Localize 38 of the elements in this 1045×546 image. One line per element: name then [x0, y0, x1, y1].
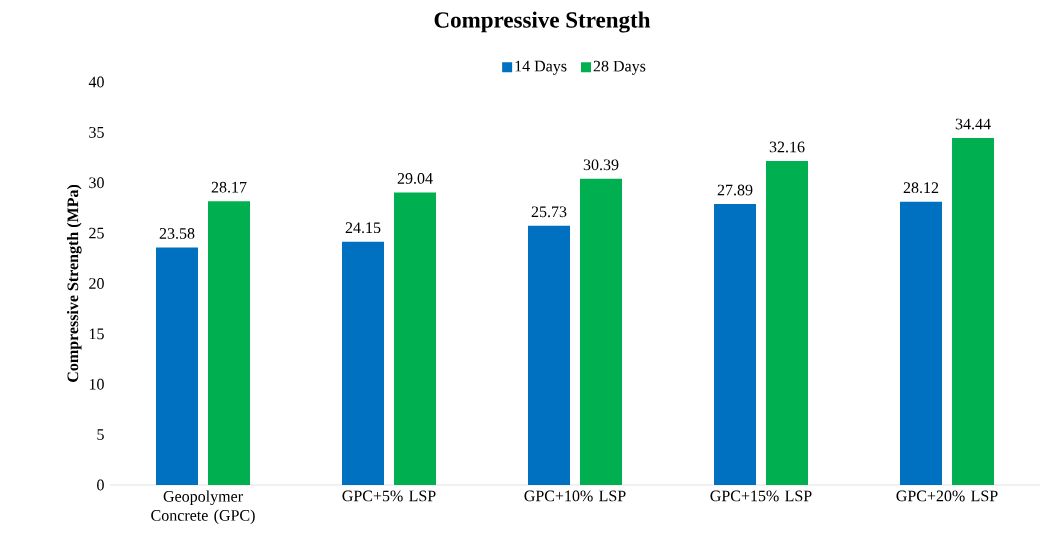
y-tick-label: 25 — [89, 227, 104, 239]
y-tick-label: 0 — [97, 479, 104, 491]
y-tick-label: 10 — [89, 378, 104, 390]
bar — [208, 201, 251, 485]
legend-label: 14 Days — [515, 60, 567, 75]
y-tick-label: 15 — [89, 328, 104, 340]
data-label: 30.39 — [583, 159, 619, 171]
x-tick-label: GPC+20% LSP — [896, 490, 998, 502]
bar — [528, 225, 571, 485]
x-tick-label: GPC+5% LSP — [342, 490, 436, 502]
y-tick-label: 30 — [89, 177, 104, 189]
chart-title: Compressive Strength — [434, 11, 651, 33]
legend-label: 28 Days — [593, 60, 646, 75]
x-tick-label: GPC+10% LSP — [524, 490, 626, 502]
data-label: 25.73 — [531, 206, 567, 218]
data-label: 23.58 — [159, 228, 195, 239]
data-label: 24.15 — [345, 222, 381, 234]
data-label: 29.04 — [397, 173, 433, 184]
bar — [580, 178, 623, 485]
y-tick-label: 20 — [89, 278, 104, 289]
x-tick-label: Geopolymer Concrete (GPC) — [151, 490, 255, 525]
bar — [766, 160, 809, 485]
data-label: 27.89 — [717, 184, 753, 196]
bar — [714, 203, 757, 485]
bar — [156, 247, 199, 485]
data-label: 28.12 — [903, 182, 939, 194]
x-tick-label: GPC+15% LSP — [710, 490, 812, 502]
bar — [952, 138, 995, 485]
bar — [394, 192, 437, 485]
y-tick-label: 5 — [97, 429, 104, 440]
bar — [900, 201, 943, 485]
y-tick-label: 35 — [89, 126, 104, 138]
data-label: 28.17 — [211, 181, 247, 193]
y-tick-label: 40 — [88, 76, 104, 88]
data-label: 34.44 — [955, 118, 991, 130]
y-axis-title: Compressive Strength (MPa) — [66, 184, 82, 382]
bar — [342, 241, 385, 485]
data-label: 32.16 — [769, 141, 805, 153]
